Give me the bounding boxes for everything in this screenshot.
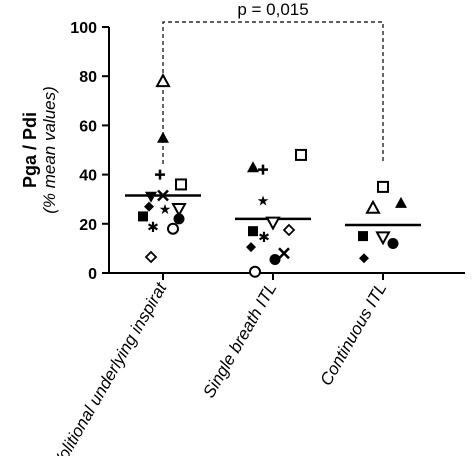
data-point-triangle-down-open	[265, 216, 281, 231]
data-point-triangle-down-open	[171, 203, 187, 218]
data-point-triangle-filled	[395, 196, 407, 208]
data-point-square-open	[295, 148, 307, 161]
data-point-cross	[157, 189, 169, 202]
data-point-circle-filled	[173, 213, 185, 225]
y-axis-label: Pga / Pdi	[20, 112, 40, 188]
data-point-diamond-filled	[246, 242, 256, 253]
y-axis: 0 20 40 60 80 100	[70, 20, 110, 283]
data-point-diamond-filled	[144, 201, 154, 212]
data-point-triangle-filled	[247, 161, 259, 173]
data-point-circle-open	[249, 265, 261, 278]
data-point-plus	[258, 164, 268, 175]
data-point-square-filled	[138, 211, 148, 222]
data-point-circle-filled	[269, 253, 281, 265]
data-point-circle-open	[167, 222, 179, 235]
data-point-asterisk: ✱	[147, 220, 159, 236]
data-point-diamond-open	[282, 223, 296, 237]
data-point-triangle-open	[155, 73, 171, 88]
y-tick-label: 80	[79, 69, 97, 86]
significance-annotation: p = 0,015	[162, 0, 384, 164]
data-point-star: ★	[159, 202, 172, 218]
data-point-diamond-filled	[359, 253, 369, 264]
data-point-square-open	[175, 178, 187, 191]
significance-bracket	[162, 21, 384, 164]
x-tick-label: Single breath ITL	[199, 280, 280, 402]
data-point-triangle-open	[365, 199, 381, 214]
y-axis-title: Pga / Pdi (% mean values)	[20, 86, 59, 214]
p-value-label: p = 0,015	[237, 0, 308, 19]
x-axis: Volitional underlying inspirat Single bre…	[48, 272, 465, 456]
data-point-diamond-open	[144, 250, 158, 264]
data-point-square-open	[377, 180, 389, 193]
data-point-triangle-filled	[157, 131, 169, 143]
y-tick-label: 20	[79, 217, 97, 234]
data-point-star: ★	[257, 193, 270, 209]
data-point-asterisk: ✱	[258, 230, 270, 246]
data-point-cross	[278, 247, 290, 260]
y-tick-label: 40	[79, 168, 97, 185]
x-tick-label: Continuous ITL	[316, 280, 390, 389]
data-point-square-filled	[248, 226, 258, 237]
y-axis-sublabel: (% mean values)	[40, 86, 59, 214]
x-tick-label: Volitional underlying inspirat	[48, 278, 171, 456]
y-tick-label: 0	[88, 266, 97, 283]
y-tick-label: 60	[79, 118, 97, 135]
data-points: ★✱★✱	[138, 73, 407, 278]
data-point-circle-filled	[387, 237, 399, 249]
y-tick-label: 100	[70, 20, 97, 37]
data-point-plus	[155, 169, 165, 180]
data-point-triangle-down-open	[375, 231, 391, 246]
data-point-triangle-down-filled	[145, 191, 157, 203]
data-point-square-filled	[358, 231, 368, 242]
